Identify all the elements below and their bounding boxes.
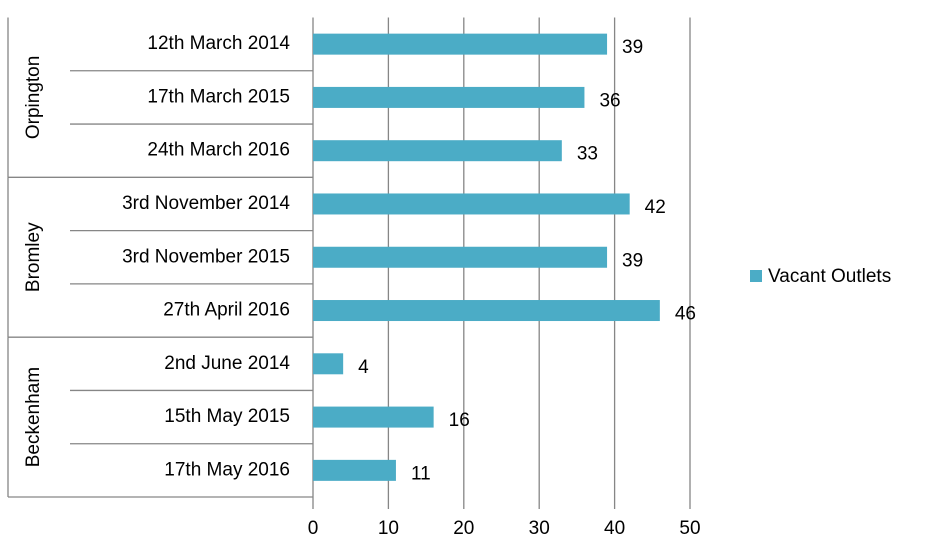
data-label: 42: [645, 197, 666, 218]
data-label: 16: [449, 410, 470, 431]
y-tick-label: 15th May 2015: [164, 406, 290, 427]
y-tick-label: 17th March 2015: [147, 86, 290, 107]
legend-swatch: [750, 270, 762, 282]
x-tick-label: 20: [453, 518, 474, 539]
bar: [313, 353, 344, 375]
bar: [313, 33, 608, 55]
bar: [313, 86, 585, 108]
data-label: 36: [599, 90, 620, 111]
bar: [313, 140, 562, 162]
x-tick-label: 50: [679, 518, 700, 539]
data-label: 4: [358, 357, 369, 378]
y-tick-label: 24th March 2016: [147, 140, 290, 161]
bar: [313, 193, 630, 215]
data-label: 11: [411, 463, 431, 484]
group-label: Beckenham: [23, 367, 44, 467]
x-tick-label: 0: [308, 518, 319, 539]
legend-label: Vacant Outlets: [768, 266, 891, 287]
x-tick-label: 30: [529, 518, 550, 539]
bar: [313, 300, 660, 322]
y-tick-label: 3rd November 2015: [122, 246, 290, 267]
x-tick-label: 40: [604, 518, 625, 539]
y-tick-label: 27th April 2016: [163, 300, 290, 321]
data-label: 46: [675, 304, 696, 325]
y-tick-label: 12th March 2014: [147, 33, 290, 54]
y-tick-label: 17th May 2016: [164, 459, 290, 480]
x-tick-label: 10: [378, 518, 399, 539]
data-label: 39: [622, 37, 643, 58]
bar: [313, 246, 608, 268]
bar: [313, 459, 396, 481]
data-label: 33: [577, 144, 598, 165]
group-label: Orpington: [23, 56, 44, 139]
group-label: Bromley: [23, 222, 44, 292]
data-label: 39: [622, 250, 643, 271]
y-tick-label: 2nd June 2014: [164, 353, 290, 374]
bar: [313, 406, 434, 428]
y-tick-label: 3rd November 2014: [122, 193, 290, 214]
